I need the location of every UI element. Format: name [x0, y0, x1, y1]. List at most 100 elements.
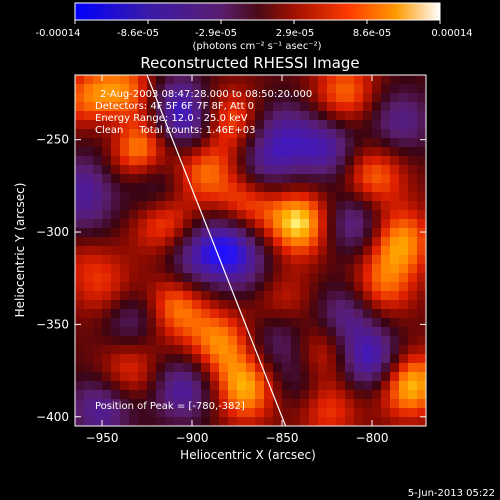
heatmap-cell	[318, 228, 328, 238]
heatmap-cell	[255, 228, 265, 238]
heatmap-cell	[147, 192, 157, 202]
heatmap-cell	[138, 255, 148, 265]
heatmap-cell	[309, 264, 319, 274]
heatmap-cell	[228, 255, 238, 265]
heatmap-cell	[129, 111, 139, 121]
heatmap-cell	[273, 93, 283, 103]
heatmap-cell	[210, 84, 220, 94]
heatmap-cell	[408, 120, 418, 130]
heatmap-cell	[111, 327, 121, 337]
heatmap-cell	[156, 408, 166, 418]
heatmap-cell	[282, 327, 292, 337]
heatmap-cell	[93, 291, 103, 301]
heatmap-cell	[255, 381, 265, 391]
heatmap-cell	[327, 390, 337, 400]
heatmap-cell	[201, 246, 211, 256]
heatmap-cell	[210, 102, 220, 112]
heatmap-cell	[102, 165, 112, 175]
heatmap-cell	[75, 399, 85, 409]
heatmap-cell	[165, 408, 175, 418]
heatmap-cell	[354, 102, 364, 112]
heatmap-cell	[300, 75, 310, 85]
heatmap-cell	[219, 291, 229, 301]
heatmap-cell	[327, 327, 337, 337]
heatmap-cell	[291, 183, 301, 193]
heatmap-cell	[291, 111, 301, 121]
heatmap-cell	[219, 147, 229, 157]
heatmap-cell	[300, 210, 310, 220]
heatmap-cell	[327, 345, 337, 355]
heatmap-cell	[255, 336, 265, 346]
heatmap-cell	[264, 309, 274, 319]
heatmap-cell	[120, 354, 130, 364]
heatmap-cell	[255, 201, 265, 211]
heatmap-cell	[318, 399, 328, 409]
heatmap-cell	[120, 291, 130, 301]
heatmap-cell	[237, 219, 247, 229]
heatmap-cell	[183, 147, 193, 157]
heatmap-cell	[336, 336, 346, 346]
heatmap-cell	[84, 246, 94, 256]
heatmap-cell	[219, 408, 229, 418]
heatmap-cell	[309, 390, 319, 400]
heatmap-cell	[273, 165, 283, 175]
heatmap-cell	[219, 417, 229, 426]
heatmap-cell	[300, 354, 310, 364]
heatmap-cell	[93, 129, 103, 139]
heatmap-cell	[201, 309, 211, 319]
heatmap-cell	[381, 354, 391, 364]
heatmap-cell	[273, 372, 283, 382]
heatmap-cell	[156, 291, 166, 301]
heatmap-cell	[309, 336, 319, 346]
heatmap-cell	[354, 93, 364, 103]
heatmap-cell	[336, 210, 346, 220]
heatmap-cell	[399, 399, 409, 409]
heatmap-cell	[102, 381, 112, 391]
heatmap-cell	[363, 255, 373, 265]
heatmap-cell	[327, 75, 337, 85]
heatmap-cell	[165, 255, 175, 265]
heatmap-cell	[318, 300, 328, 310]
heatmap-cell	[354, 273, 364, 283]
heatmap-cell	[75, 228, 85, 238]
heatmap-cell	[309, 345, 319, 355]
heatmap-cell	[138, 210, 148, 220]
heatmap-cell	[183, 228, 193, 238]
heatmap-cell	[129, 192, 139, 202]
heatmap-cell	[318, 93, 328, 103]
heatmap-cell	[183, 255, 193, 265]
heatmap-cell	[192, 354, 202, 364]
heatmap-cell	[183, 408, 193, 418]
heatmap-cell	[201, 165, 211, 175]
heatmap-cell	[84, 327, 94, 337]
heatmap-cell	[309, 210, 319, 220]
heatmap-cell	[363, 273, 373, 283]
heatmap-cell	[219, 210, 229, 220]
heatmap-cell	[237, 201, 247, 211]
heatmap-cell	[93, 372, 103, 382]
heatmap-cell	[210, 201, 220, 211]
heatmap-cell	[183, 129, 193, 139]
heatmap-cell	[381, 246, 391, 256]
heatmap-cell	[75, 111, 85, 121]
heatmap-cell	[408, 309, 418, 319]
heatmap-cell	[390, 111, 400, 121]
heatmap-cell	[246, 75, 256, 85]
heatmap-cell	[147, 183, 157, 193]
heatmap-cell	[273, 183, 283, 193]
heatmap-cell	[336, 363, 346, 373]
heatmap-cell	[210, 309, 220, 319]
heatmap-cell	[237, 228, 247, 238]
heatmap-cell	[174, 390, 184, 400]
heatmap-cell	[210, 390, 220, 400]
heatmap-cell	[129, 390, 139, 400]
heatmap-cell	[165, 336, 175, 346]
heatmap-cell	[327, 255, 337, 265]
heatmap-cell	[165, 156, 175, 166]
heatmap-cell	[399, 327, 409, 337]
heatmap-cell	[390, 75, 400, 85]
heatmap-cell	[390, 147, 400, 157]
heatmap-cell	[156, 93, 166, 103]
heatmap-cell	[354, 327, 364, 337]
heatmap-cell	[93, 183, 103, 193]
